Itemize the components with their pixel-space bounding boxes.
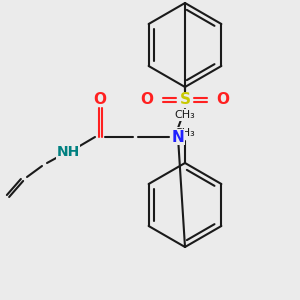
Text: NH: NH — [56, 145, 80, 159]
Text: CH₃: CH₃ — [175, 128, 195, 138]
Text: O: O — [94, 92, 106, 106]
Text: N: N — [172, 130, 184, 145]
Text: O: O — [217, 92, 230, 107]
Text: S: S — [179, 92, 191, 107]
Text: O: O — [140, 92, 154, 107]
Text: CH₃: CH₃ — [175, 110, 195, 120]
